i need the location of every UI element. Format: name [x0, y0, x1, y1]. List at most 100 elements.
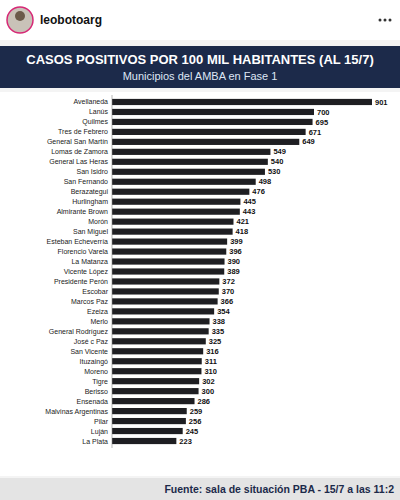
data-label: 366 — [221, 297, 234, 306]
menu-dot[interactable] — [379, 19, 382, 22]
data-label: 443 — [243, 207, 256, 216]
bar — [112, 278, 219, 284]
chart-bg — [0, 40, 400, 500]
data-label: 389 — [227, 267, 240, 276]
category-label: Esteban Echeverría — [47, 238, 109, 245]
bar — [112, 199, 240, 205]
category-label: Presidente Perón — [54, 278, 108, 285]
category-label: Florencio Varela — [58, 248, 109, 255]
category-label: San Miguel — [73, 228, 108, 236]
menu-dot[interactable] — [384, 19, 387, 22]
data-label: 671 — [309, 128, 322, 137]
bar — [112, 368, 201, 374]
category-label: Marcos Paz — [71, 298, 108, 305]
data-label: 396 — [229, 247, 242, 256]
category-label: Ezeiza — [87, 308, 108, 315]
bar — [112, 149, 270, 155]
header-bg — [0, 0, 400, 40]
bar — [112, 318, 210, 324]
bar — [112, 258, 225, 264]
data-label: 310 — [204, 367, 217, 376]
bar — [112, 248, 226, 254]
avatar[interactable] — [7, 7, 33, 33]
bar — [112, 179, 256, 185]
data-label: 335 — [212, 327, 225, 336]
category-label: Merlo — [90, 318, 108, 325]
category-label: Lanús — [89, 108, 109, 115]
title: CASOS POSITIVOS POR 100 MIL HABITANTES (… — [26, 52, 373, 67]
bar — [112, 438, 176, 444]
data-label: 418 — [236, 227, 249, 236]
bar — [112, 298, 218, 304]
bar — [112, 109, 314, 115]
data-label: 302 — [202, 377, 215, 386]
data-label: 540 — [271, 157, 284, 166]
footer-bg — [0, 478, 400, 500]
bar — [112, 408, 187, 414]
avatar-head — [15, 11, 25, 21]
data-label: 370 — [222, 287, 235, 296]
bars — [112, 99, 372, 444]
data-label: 476 — [252, 187, 265, 196]
canvas: leobotoarg CASOS POSITIVOS POR 100 MIL HA… — [0, 0, 400, 500]
category-label: Lomas de Zamora — [51, 148, 108, 155]
bar — [112, 378, 199, 384]
data-label: 399 — [230, 237, 243, 246]
bar — [112, 398, 195, 404]
data-label: 498 — [259, 177, 272, 186]
plot-bg — [0, 92, 400, 476]
category-label: Almirante Brown — [57, 208, 108, 215]
category-label: Pilar — [94, 418, 109, 425]
category-label: General San Martín — [47, 138, 108, 145]
bar — [112, 99, 372, 105]
data-label: 223 — [179, 437, 192, 446]
category-label: Hurlingham — [72, 198, 108, 206]
data-label: 325 — [209, 337, 222, 346]
data-label: 354 — [217, 307, 230, 316]
category-label: La Plata — [82, 438, 108, 445]
category-label: Berazategui — [71, 188, 109, 196]
bar — [112, 139, 299, 145]
category-label: Ensenada — [76, 398, 108, 405]
bar — [112, 288, 219, 294]
category-label: Vicente López — [64, 268, 109, 276]
data-label: 256 — [189, 417, 202, 426]
labels: Avellaneda901Lanús700Quilmes695Tres de F… — [45, 98, 387, 446]
bar — [112, 189, 249, 195]
username[interactable]: leobotoarg — [40, 13, 102, 27]
title-band — [0, 46, 400, 88]
category-label: General Las Heras — [49, 158, 108, 165]
bar — [112, 348, 203, 354]
data-label: 549 — [273, 147, 286, 156]
category-label: Escobar — [82, 288, 108, 295]
menu-dot[interactable] — [389, 19, 392, 22]
bar — [112, 328, 209, 334]
data-label: 390 — [228, 257, 241, 266]
category-label: General Rodríguez — [49, 328, 109, 336]
bar — [112, 358, 202, 364]
bar — [112, 308, 214, 314]
data-label: 300 — [202, 387, 215, 396]
axis-line — [112, 95, 113, 448]
category-label: Moreno — [84, 368, 108, 375]
data-label: 316 — [206, 347, 219, 356]
category-label: Morón — [88, 218, 108, 225]
bar — [112, 159, 268, 165]
category-label: Quilmes — [82, 118, 108, 126]
category-label: San Fernando — [64, 178, 108, 185]
data-label: 445 — [243, 197, 256, 206]
bar — [112, 428, 183, 434]
data-label: 530 — [268, 167, 281, 176]
data-label: 372 — [222, 277, 235, 286]
bar — [112, 418, 186, 424]
data-label: 700 — [317, 108, 330, 117]
bar — [112, 169, 265, 175]
source: Fuente: sala de situación PBA - 15/7 a l… — [164, 483, 394, 495]
category-label: Luján — [91, 428, 108, 436]
category-label: San Isidro — [76, 168, 108, 175]
data-label: 286 — [198, 397, 211, 406]
data-label: 649 — [302, 137, 315, 146]
bar — [112, 388, 199, 394]
subtitle: Municipios del AMBA en Fase 1 — [123, 70, 278, 82]
bar — [112, 229, 233, 235]
